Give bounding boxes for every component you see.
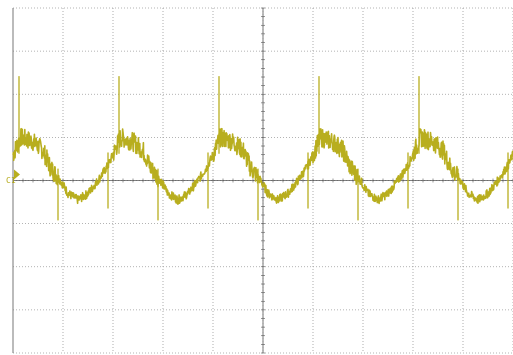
trace-waveform bbox=[12, 127, 513, 205]
graticule-center-axes bbox=[12, 7, 513, 354]
channel-1-ground-marker: C1 bbox=[6, 169, 20, 185]
channel-1-trace bbox=[12, 76, 513, 221]
ground-level-arrow-icon bbox=[14, 169, 20, 180]
channel-1-marker-label: C1 bbox=[6, 176, 16, 185]
